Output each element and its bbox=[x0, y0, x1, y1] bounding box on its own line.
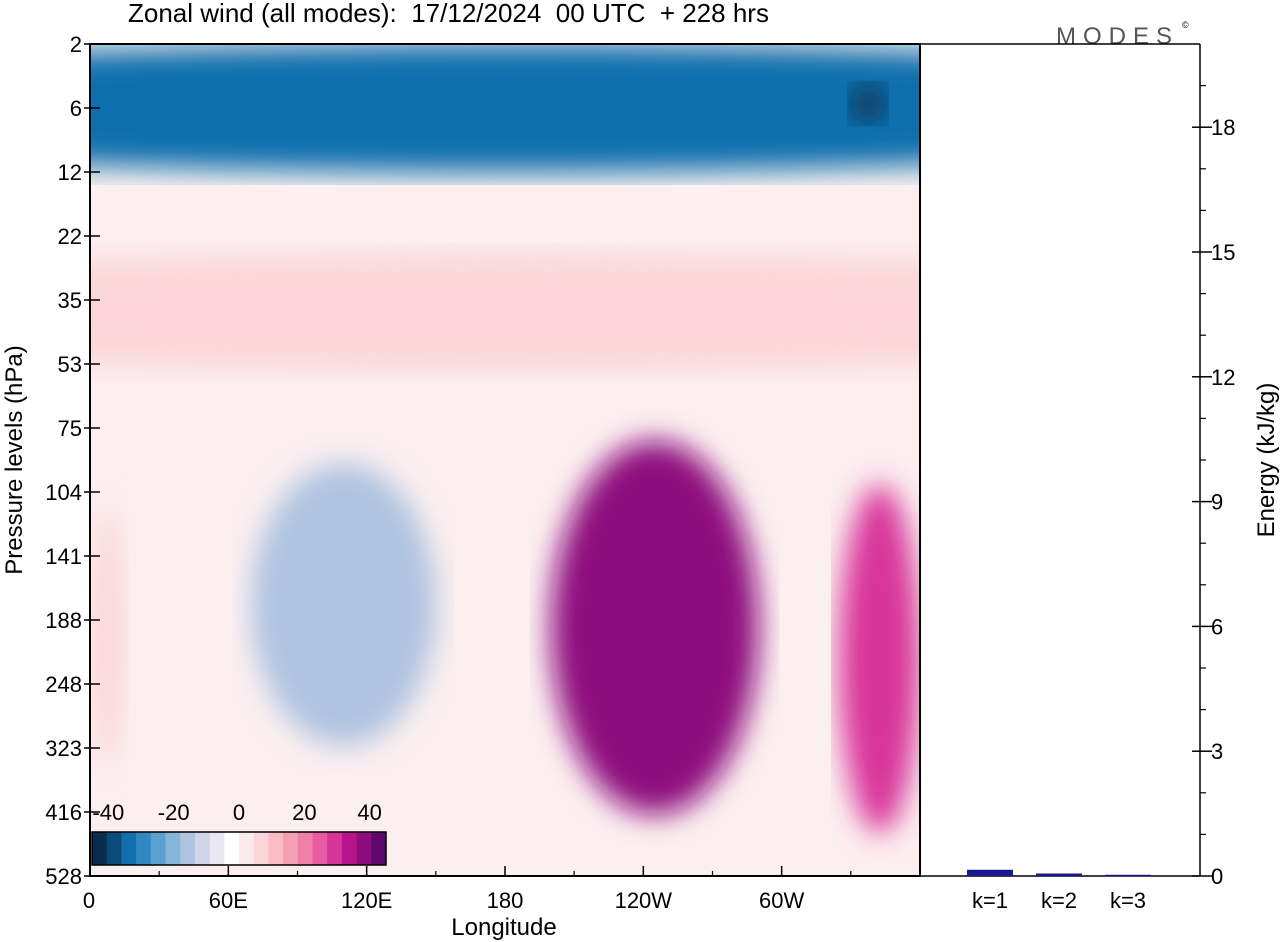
colorbar-cell bbox=[239, 832, 255, 865]
colorbar-cell bbox=[92, 832, 108, 865]
y-tick-label: 188 bbox=[45, 608, 82, 633]
heatmap-region bbox=[850, 84, 886, 123]
energy-tick-label: 12 bbox=[1211, 365, 1235, 390]
colorbar-frame bbox=[91, 831, 387, 866]
colorbar-cell bbox=[356, 832, 372, 865]
colorbar-cell bbox=[224, 832, 240, 865]
y-tick-label: 323 bbox=[45, 736, 82, 761]
colorbar-cell bbox=[283, 832, 299, 865]
energy-axis-label: Energy (kJ/kg) bbox=[1253, 383, 1280, 538]
heatmap-region bbox=[551, 440, 759, 815]
y-tick-label: 6 bbox=[70, 96, 82, 121]
heatmap-area bbox=[90, 44, 920, 876]
energy-bar bbox=[1105, 874, 1151, 877]
y-tick-label: 22 bbox=[58, 224, 82, 249]
heatmap-field bbox=[90, 44, 920, 834]
colorbar-cell bbox=[106, 832, 122, 865]
y-tick-label: 141 bbox=[45, 544, 82, 569]
colorbar-cell bbox=[165, 832, 181, 865]
y-tick-label: 35 bbox=[58, 288, 82, 313]
energy-tick-label: 18 bbox=[1211, 115, 1235, 140]
y-axis-ticks: 2 6 12 22 35 53 75 104 141 188 248 323 416 528 bbox=[45, 32, 100, 889]
x-axis-label: Longitude bbox=[451, 914, 556, 941]
heatmap-region bbox=[90, 503, 125, 769]
y-tick-label: 104 bbox=[45, 480, 82, 505]
y-tick-label: 248 bbox=[45, 672, 82, 697]
x-tick-label: 120E bbox=[341, 888, 392, 913]
heatmap-background bbox=[90, 44, 920, 876]
colorbar-cell bbox=[209, 832, 225, 865]
colorbar-tick-label: 40 bbox=[357, 800, 381, 825]
colorbar-cell bbox=[327, 832, 343, 865]
y-tick-label: 75 bbox=[58, 416, 82, 441]
y-axis-label: Pressure levels (hPa) bbox=[1, 345, 28, 574]
bar-category-label: k=2 bbox=[1041, 888, 1077, 913]
colorbar-cell bbox=[341, 832, 358, 865]
x-tick-label: 60E bbox=[209, 888, 248, 913]
y-tick-label: 2 bbox=[70, 32, 82, 57]
energy-tick-label: 6 bbox=[1211, 614, 1223, 639]
bar-category-label: k=1 bbox=[972, 888, 1008, 913]
energy-bar bbox=[967, 869, 1013, 876]
x-tick-label: 0 bbox=[83, 888, 95, 913]
energy-tick-label: 3 bbox=[1211, 739, 1223, 764]
colorbar: -40 -20 0 20 40 bbox=[91, 800, 387, 866]
energy-tick-label: 9 bbox=[1211, 490, 1223, 515]
heatmap-region bbox=[839, 484, 920, 834]
colorbar-tick-label: -20 bbox=[158, 800, 190, 825]
x-tick-label: 60W bbox=[759, 888, 804, 913]
y-tick-label: 528 bbox=[45, 864, 82, 889]
y-tick-label: 53 bbox=[58, 352, 82, 377]
x-tick-label: 180 bbox=[487, 888, 524, 913]
heatmap-region bbox=[90, 253, 920, 371]
colorbar-cell bbox=[312, 832, 328, 865]
y-tick-label: 416 bbox=[45, 800, 82, 825]
modes-logo: MODES bbox=[1056, 23, 1179, 50]
energy-tick-label: 0 bbox=[1211, 864, 1223, 889]
colorbar-cell bbox=[121, 832, 137, 865]
x-axis-ticks: 0 60E 120E 180 120W 60W bbox=[83, 866, 852, 913]
colorbar-cell bbox=[180, 832, 196, 865]
heatmap-region bbox=[251, 463, 436, 746]
bar-category-label: k=3 bbox=[1110, 888, 1146, 913]
colorbar-cell bbox=[253, 832, 269, 865]
energy-panel: k=1 k=2 k=3 0 3 6 9 12 15 18 bbox=[920, 43, 1235, 913]
y-tick-label: 12 bbox=[58, 160, 82, 185]
colorbar-tick-label: 20 bbox=[292, 800, 316, 825]
colorbar-cell bbox=[371, 832, 386, 865]
colorbar-tick-label: 0 bbox=[233, 800, 245, 825]
colorbar-cell bbox=[297, 832, 313, 865]
x-tick-label: 120W bbox=[615, 888, 673, 913]
registered-mark-icon: © bbox=[1182, 20, 1189, 30]
energy-tick-label: 15 bbox=[1211, 240, 1235, 265]
energy-bar bbox=[1036, 873, 1082, 876]
heatmap-region bbox=[90, 44, 920, 172]
colorbar-cell bbox=[268, 832, 284, 865]
colorbar-cell bbox=[150, 832, 166, 865]
chart-title: Zonal wind (all modes): 17/12/2024 00 UT… bbox=[128, 0, 769, 28]
colorbar-cell bbox=[194, 832, 211, 865]
colorbar-cell bbox=[136, 832, 152, 865]
